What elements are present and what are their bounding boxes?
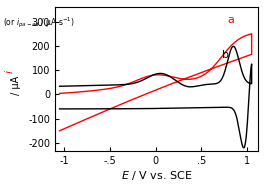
Text: / µA: / µA <box>11 75 21 95</box>
Text: (or $i_{pa-ad}$ / µA s$^{-1}$): (or $i_{pa-ad}$ / µA s$^{-1}$) <box>3 15 74 30</box>
Text: a: a <box>227 15 234 25</box>
Text: $i$: $i$ <box>3 69 15 74</box>
X-axis label: $E$ / V vs. SCE: $E$ / V vs. SCE <box>121 169 192 182</box>
Text: b: b <box>222 50 229 60</box>
